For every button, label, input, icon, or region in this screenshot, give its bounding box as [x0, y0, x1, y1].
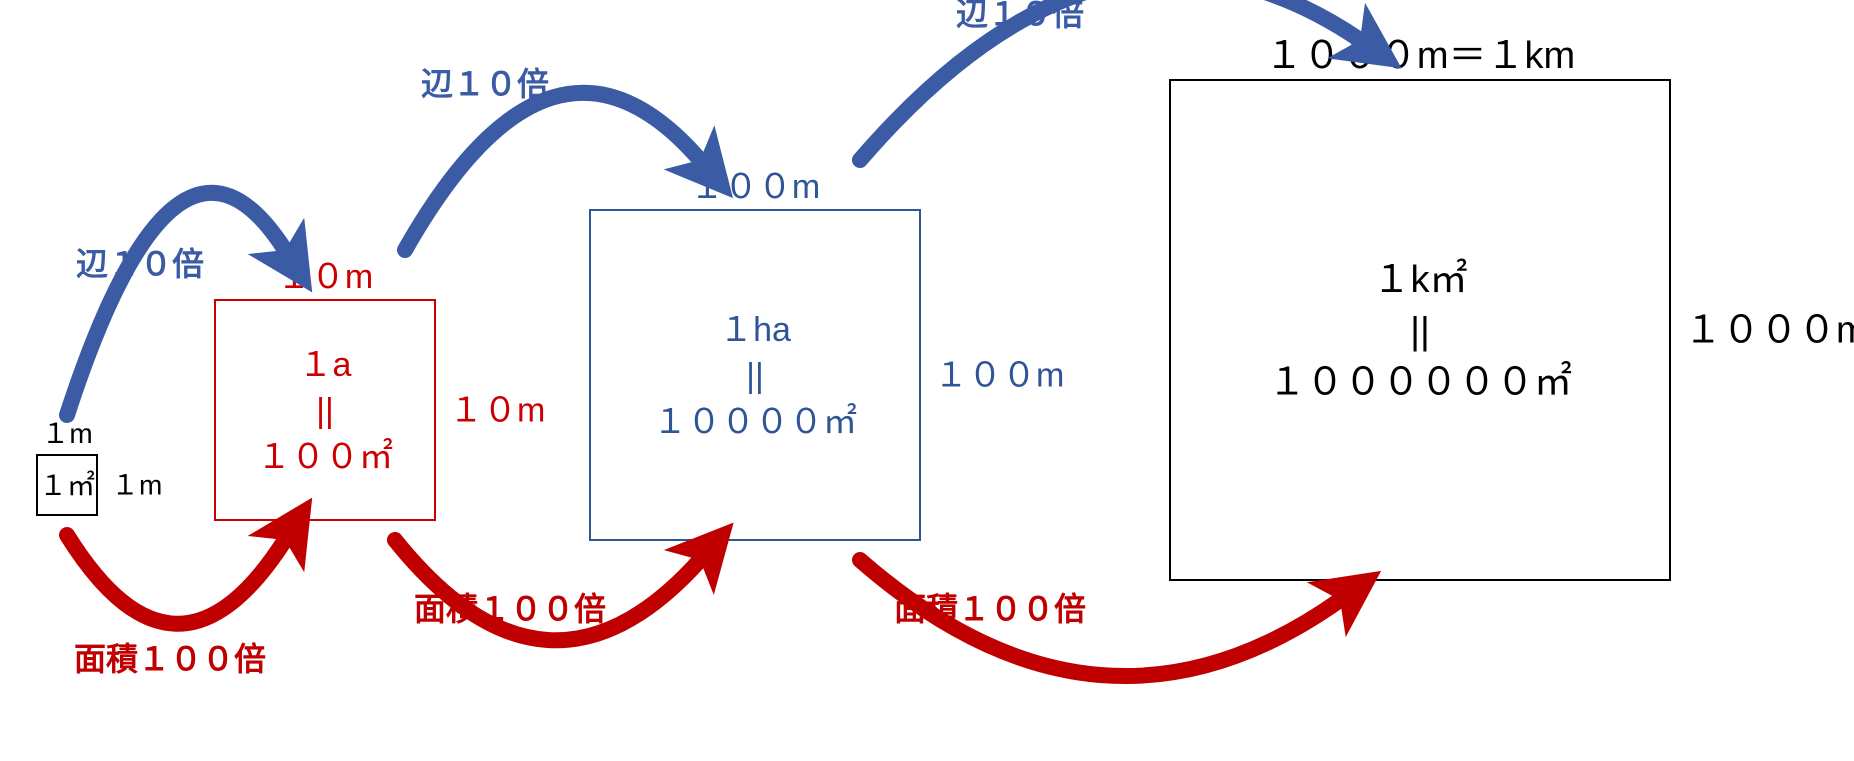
top-arrow-label-t3: 辺１０倍 [956, 0, 1084, 32]
sq4-right-dim: １０００m＝１km [1684, 310, 1854, 352]
sq2-top-dim: １０m [277, 258, 373, 296]
sq2-right-dim: １０m [449, 391, 545, 429]
sq2-inner-1: １a [299, 346, 352, 384]
sq3-inner-3: １００００㎡ [653, 403, 857, 441]
sq2-inner-2: || [316, 392, 334, 430]
sq1-inner-1: １㎡ [39, 470, 95, 501]
top-arrow-label-t1: 辺１０倍 [76, 246, 204, 282]
bottom-arrow-b1 [67, 535, 285, 624]
bottom-arrow-label-b2: 面積１００倍 [414, 591, 606, 627]
top-arrow-t1 [67, 193, 285, 415]
top-arrow-label-t2: 辺１０倍 [421, 66, 549, 102]
sq4-inner-2: || [1410, 310, 1430, 352]
sq3-right-dim: １００m [934, 356, 1064, 394]
sq3-inner-1: １ha [719, 311, 791, 349]
sq3-inner-2: || [746, 357, 764, 395]
bottom-arrow-label-b3: 面積１００倍 [894, 591, 1086, 627]
sq2-inner-3: １００㎡ [257, 438, 393, 476]
sq4-inner-3: １００００００㎡ [1268, 362, 1572, 404]
sq1-right-dim: １m [111, 469, 162, 500]
bottom-arrow-label-b1: 面積１００倍 [74, 641, 266, 677]
top-arrow-t2 [405, 93, 700, 250]
area-units-diagram: １m１m１㎡１０m１０m１a||１００㎡１００m１００m１ha||１００００㎡１… [0, 0, 1854, 761]
sq4-top-dim: １０００m＝１km [1265, 35, 1575, 77]
sq4-inner-1: １k㎡ [1372, 259, 1467, 301]
sq3-top-dim: １００m [690, 168, 820, 206]
